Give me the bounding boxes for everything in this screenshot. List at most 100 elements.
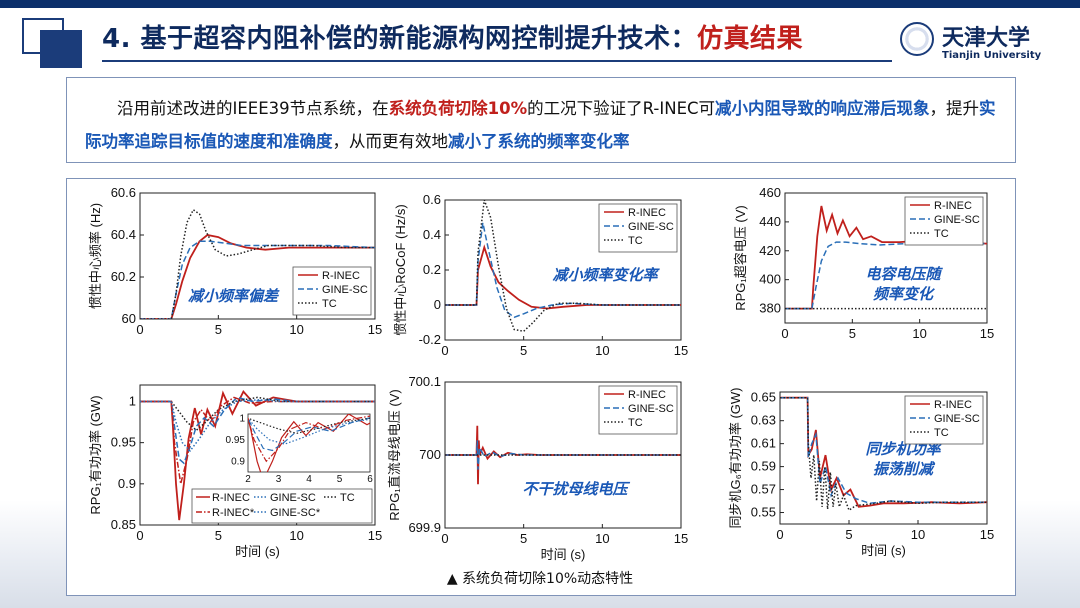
inset-x-tick-label: 2 bbox=[245, 474, 251, 485]
series-group bbox=[140, 208, 375, 319]
y-tick-label: 0.65 bbox=[751, 390, 776, 405]
x-tick-label: 0 bbox=[136, 528, 143, 543]
y-tick-label: 0.4 bbox=[423, 227, 441, 242]
legend-label: GINE-SC bbox=[322, 284, 368, 296]
y-tick-label: 0.9 bbox=[118, 476, 136, 491]
y-tick-label: 60.2 bbox=[111, 269, 136, 284]
y-tick-label: 0.57 bbox=[751, 482, 776, 497]
x-tick-label: 10 bbox=[911, 527, 925, 542]
series-group bbox=[445, 200, 681, 333]
series-line-gine-sc bbox=[780, 396, 987, 505]
x-tick-label: 15 bbox=[674, 531, 688, 546]
x-tick-label: 10 bbox=[595, 343, 609, 358]
series-line-r-inec bbox=[140, 234, 375, 319]
x-tick-label: 5 bbox=[215, 322, 222, 337]
intro-text-box: 沿用前述改进的IEEE39节点系统，在系统负荷切除10%的工况下验证了R-INE… bbox=[66, 77, 1016, 163]
legend: R-INEC GINE-SC TC bbox=[904, 395, 984, 445]
x-tick-label: 15 bbox=[980, 527, 994, 542]
inset-x-tick-label: 5 bbox=[337, 474, 343, 485]
y-tick-label: 420 bbox=[759, 243, 781, 258]
legend-label: R-INEC bbox=[628, 389, 666, 401]
x-tick-label: 5 bbox=[520, 343, 527, 358]
x-axis-label: 时间 (s) bbox=[541, 547, 586, 562]
legend-label: R-INEC bbox=[934, 399, 972, 411]
series-line-r-inec-star bbox=[140, 396, 375, 484]
series-line-r-inec bbox=[140, 390, 375, 521]
y-tick-label: -0.2 bbox=[419, 332, 441, 347]
university-seal-icon bbox=[900, 22, 934, 56]
x-tick-label: 0 bbox=[441, 343, 448, 358]
annotation-text: 不干扰母线电压 bbox=[522, 481, 630, 498]
legend-label: TC bbox=[934, 427, 949, 439]
legend-label: GINE-SC bbox=[934, 214, 980, 226]
inset-y-tick-label: 0.95 bbox=[226, 435, 246, 446]
legend-label: GINE-SC bbox=[628, 403, 674, 415]
series-line-tc bbox=[445, 200, 681, 333]
top-accent-stripe bbox=[0, 0, 1080, 8]
y-tick-label: 699.9 bbox=[408, 520, 441, 535]
legend-label: R-INEC bbox=[212, 492, 250, 504]
y-axis-label: 惯性中心频率 (Hz) bbox=[88, 203, 103, 309]
inset-x-tick-label: 6 bbox=[367, 474, 373, 485]
legend: R-INEC GINE-SC TC bbox=[904, 196, 984, 246]
figure-caption: ▲ 系统负荷切除10%动态特性 bbox=[446, 571, 634, 587]
x-axis-label: 时间 (s) bbox=[235, 544, 280, 559]
series-line-tc bbox=[140, 396, 375, 432]
y-tick-label: 0.63 bbox=[751, 413, 776, 428]
x-axis-label: 时间 (s) bbox=[861, 543, 906, 558]
series-line-tc bbox=[780, 396, 987, 512]
series-group bbox=[780, 396, 987, 512]
x-tick-label: 10 bbox=[289, 322, 303, 337]
slide-title-prefix: 4. 基于超容内阻补偿的新能源构网控制提升技术： bbox=[102, 24, 698, 54]
inset-series-line bbox=[248, 417, 370, 452]
x-tick-label: 0 bbox=[776, 527, 783, 542]
chart-0: 0 5 10 15 60 60.2 60.4 60.6 惯性中心频率 (Hz) 减小频率偏差 R-I… bbox=[88, 185, 382, 337]
legend: R-INEC GINE-SC TC R-INEC* GINE-SC* bbox=[191, 488, 373, 524]
legend: R-INEC GINE-SC TC bbox=[292, 266, 372, 316]
y-axis-label: RPG₁有功功率 (GW) bbox=[88, 395, 103, 514]
series-line-gine-sc-star bbox=[140, 399, 375, 453]
legend-label: GINE-SC bbox=[270, 492, 316, 504]
legend-label: GINE-SC bbox=[934, 413, 980, 425]
university-logo: 天津大学 Tianjin University bbox=[900, 20, 1050, 64]
y-tick-label: 0.55 bbox=[751, 505, 776, 520]
title-corner-square-inner bbox=[40, 30, 82, 68]
inset-series-line bbox=[248, 414, 370, 472]
x-tick-label: 0 bbox=[781, 326, 788, 341]
y-axis-label: RPG₁直流母线电压 (V) bbox=[387, 389, 402, 521]
y-tick-label: 0.61 bbox=[751, 436, 776, 451]
y-axis-label: 惯性中心RoCoF (Hz/s) bbox=[393, 204, 408, 335]
x-tick-label: 5 bbox=[849, 326, 856, 341]
legend-label: GINE-SC bbox=[628, 221, 674, 233]
intro-seg-1: 系统负荷切除10% bbox=[388, 99, 528, 118]
x-tick-label: 5 bbox=[215, 528, 222, 543]
annotation-text: 减小频率偏差 bbox=[188, 287, 280, 305]
annotation-text: 振荡削减 bbox=[873, 461, 936, 478]
y-tick-label: 60.6 bbox=[111, 185, 136, 200]
series-line-gine-sc bbox=[445, 222, 681, 319]
y-tick-label: 440 bbox=[759, 214, 781, 229]
intro-seg-2: 的工况下验证了R-INEC可 bbox=[527, 99, 716, 118]
y-tick-label: 700 bbox=[419, 447, 441, 462]
x-tick-label: 0 bbox=[441, 531, 448, 546]
inset-x-tick-label: 3 bbox=[276, 474, 282, 485]
intro-seg-5: 实际功率追踪目标值的速度和准确度 bbox=[85, 99, 996, 151]
university-name-cn: 天津大学 bbox=[942, 25, 1031, 51]
x-tick-label: 5 bbox=[845, 527, 852, 542]
x-tick-label: 15 bbox=[368, 528, 382, 543]
y-tick-label: 1 bbox=[129, 393, 136, 408]
y-tick-label: 0.2 bbox=[423, 262, 441, 277]
legend: R-INEC GINE-SC TC bbox=[598, 385, 678, 435]
slide-title-highlight: 仿真结果 bbox=[697, 24, 804, 54]
y-axis-label: RPG₁超容电压 (V) bbox=[733, 205, 748, 311]
intro-seg-7: 减小了系统的频率变化率 bbox=[448, 132, 630, 151]
legend-label: R-INEC bbox=[934, 200, 972, 212]
inset-series-line bbox=[248, 415, 370, 463]
inset-y-tick-label: 0.9 bbox=[231, 456, 245, 467]
y-tick-label: 0.95 bbox=[111, 435, 136, 450]
legend-label: GINE-SC* bbox=[270, 507, 321, 519]
legend-label: R-INEC bbox=[628, 207, 666, 219]
